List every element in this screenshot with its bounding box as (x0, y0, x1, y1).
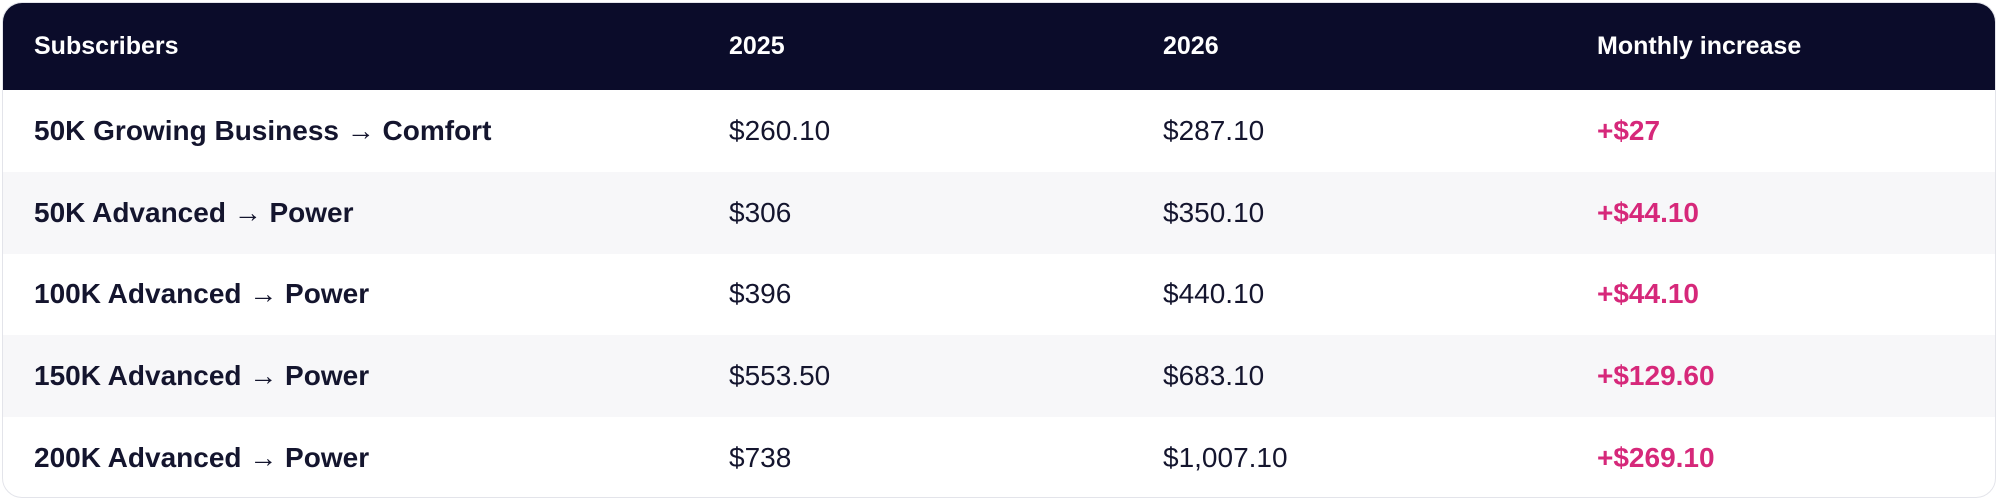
table-row: 100K Advanced → Power $396 $440.10 +$44.10 (3, 254, 1995, 336)
increase-cell: +$44.10 (1597, 278, 1699, 310)
price-2026: $1,007.10 (1163, 442, 1288, 474)
header-cell: 2026 (1163, 32, 1219, 60)
price-2025: $738 (729, 442, 792, 474)
price-2025: $306 (729, 196, 792, 228)
header-cell: 2025 (729, 32, 785, 60)
header-cell: Monthly increase (1597, 32, 1802, 60)
increase-cell: +$269.10 (1597, 442, 1715, 474)
price-2026: $440.10 (1163, 278, 1265, 310)
header-row: Subscribers 2025 2026 Monthly increase (3, 3, 1995, 90)
increase-cell: +$44.10 (1597, 196, 1699, 228)
increase-cell: +$27 (1597, 114, 1661, 146)
header-cell: Subscribers (34, 32, 179, 60)
table-row: 200K Advanced → Power $738 $1,007.10 +$269.… (3, 417, 1995, 497)
plan-cell: 50K Advanced → Power (34, 196, 354, 228)
price-2026: $683.10 (1163, 360, 1265, 392)
price-2026: $350.10 (1163, 196, 1265, 228)
price-2026: $287.10 (1163, 114, 1265, 146)
plan-cell: 200K Advanced → Power (34, 442, 370, 474)
price-2025: $260.10 (729, 114, 831, 146)
table-row: 50K Advanced → Power $306 $350.10 +$44.10 (3, 171, 1995, 254)
table-row: 150K Advanced → Power $553.50 $683.10 +$129… (3, 335, 1995, 418)
table-row: 50K Growing Business → Comfort $260.10 $28… (3, 90, 1995, 172)
plan-cell: 150K Advanced → Power (34, 360, 370, 392)
plan-cell: 50K Growing Business → Comfort (34, 114, 492, 146)
price-2025: $553.50 (729, 360, 831, 392)
price-2025: $396 (729, 278, 792, 310)
increase-cell: +$129.60 (1597, 360, 1715, 392)
plan-cell: 100K Advanced → Power (34, 278, 370, 310)
